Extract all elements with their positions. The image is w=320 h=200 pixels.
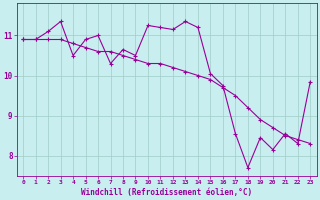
X-axis label: Windchill (Refroidissement éolien,°C): Windchill (Refroidissement éolien,°C) bbox=[81, 188, 252, 197]
